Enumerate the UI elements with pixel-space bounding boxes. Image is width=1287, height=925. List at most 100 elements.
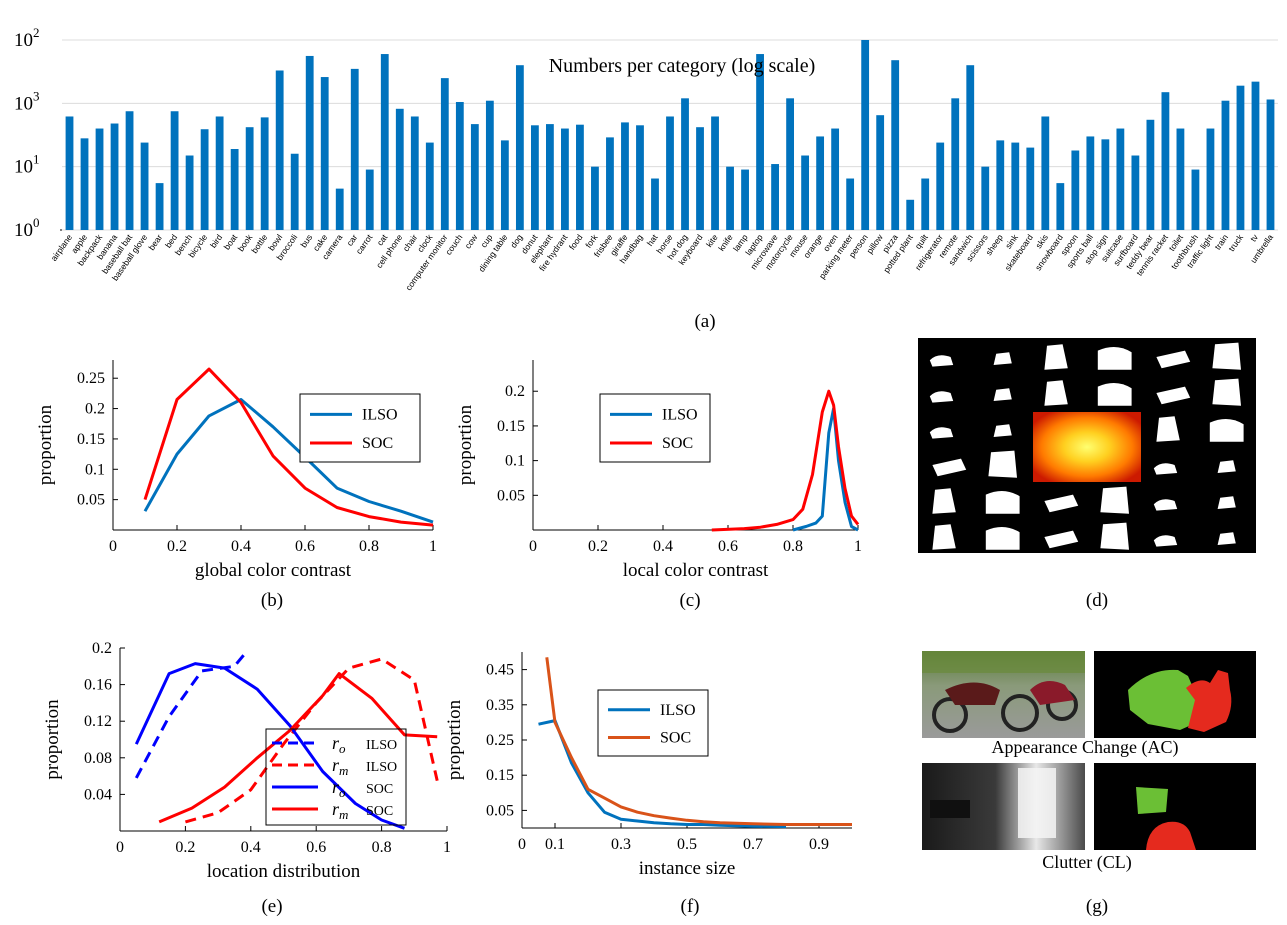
bar: [1131, 155, 1140, 230]
y-axis-label: proportion: [42, 699, 63, 780]
bar: [1026, 147, 1035, 230]
mask-cell: [1217, 496, 1236, 509]
bar-chart-y-tick-label: 103: [14, 88, 40, 114]
bar: [771, 164, 779, 230]
y-axis-label: proportion: [455, 404, 476, 485]
bar: [966, 65, 975, 230]
legend-symbol: ro: [332, 733, 346, 756]
line-chart-panel-f: 0 0.1 0.3 0.5 0.7 0.9 0.05 0.15 0.25 0.35 0.45 inst…: [444, 652, 852, 879]
photo-dark-furniture: [930, 800, 970, 818]
caption-g: (g): [1086, 896, 1108, 917]
mask-shape: [988, 450, 1017, 478]
x-tick-label: 0: [116, 839, 124, 856]
x-tick-label: 1: [854, 538, 862, 555]
x-tick-label: 0.8: [372, 839, 392, 856]
mask-cell: [1212, 342, 1241, 370]
bar-chart-category-label: food: [567, 232, 585, 252]
bar: [816, 136, 825, 230]
y-tick-label: 0.35: [486, 697, 514, 714]
label-appearance-change: Appearance Change (AC): [992, 737, 1179, 758]
series-line: [792, 407, 859, 532]
photo-motorcycles-foliage: [922, 651, 1085, 673]
bar-chart-y-tick-label: 102: [14, 25, 40, 51]
bar: [65, 116, 74, 230]
bar-chart-title: Numbers per category (log scale): [549, 55, 816, 77]
mask-shape: [1209, 418, 1244, 442]
legend-label: ILSO: [662, 406, 698, 423]
mask-shape: [1044, 530, 1079, 549]
bar-chart-y-tick-label: 100: [14, 215, 40, 241]
caption-f: (f): [681, 896, 700, 917]
x-tick-label: 0.6: [718, 538, 738, 555]
photo-wheel-1: [932, 697, 968, 733]
bar: [651, 178, 659, 230]
bar: [831, 128, 840, 230]
line-chart-panel-b: 0 0.2 0.4 0.6 0.8 1 0.05 0.1 0.15 0.2 0.25 global c…: [35, 360, 437, 581]
bar-chart-category-label: couch: [443, 232, 464, 257]
caption-e: (e): [261, 896, 282, 917]
y-tick-label: 0.12: [84, 713, 112, 730]
bar: [1251, 81, 1260, 230]
legend-label: ILSO: [660, 702, 696, 719]
bar: [891, 60, 900, 231]
mask-shape: [932, 488, 956, 514]
mask-cell: [1217, 460, 1236, 473]
bar: [1116, 128, 1125, 230]
mask-shape: [993, 388, 1012, 401]
mask-cell: [1153, 499, 1178, 511]
legend-symbol: ro: [332, 777, 346, 800]
y-tick-label: 0.05: [77, 492, 105, 509]
bar: [515, 65, 524, 230]
mask-shape: [1097, 346, 1132, 370]
x-tick-label: 1: [429, 538, 437, 555]
bar: [1146, 119, 1155, 230]
y-tick-label: 0.2: [505, 383, 525, 400]
bar: [1191, 169, 1200, 230]
bar: [245, 127, 254, 230]
y-axis-label: proportion: [35, 404, 56, 485]
bar: [996, 140, 1005, 230]
bar: [380, 54, 389, 231]
bar: [726, 166, 734, 230]
bar: [561, 128, 569, 230]
bar: [591, 166, 599, 230]
mask-cell: [985, 490, 1020, 514]
legend-box: [599, 393, 711, 463]
mask-cell: [988, 450, 1017, 478]
mask-shape: [1212, 342, 1241, 370]
mask-cell: [1212, 378, 1241, 406]
x-tick-label: 0.8: [783, 538, 803, 555]
bar: [756, 54, 764, 231]
bar-chart-panel-a: 100 101 103 102 airplaneapplebackpackbanana…: [14, 25, 1278, 332]
bar: [666, 116, 674, 230]
mask-shape: [993, 424, 1012, 437]
bar-chart-category-label: tv: [1248, 232, 1260, 244]
y-tick-label: 0.25: [77, 370, 105, 387]
mask-shape: [1156, 350, 1191, 369]
y-tick-label: 0.04: [84, 786, 112, 803]
mask-cell: [985, 526, 1020, 550]
mask-grid-cells: [929, 342, 1244, 550]
bar: [500, 140, 509, 230]
x-tick-label: 0: [109, 538, 117, 555]
mask-cell: [932, 524, 956, 550]
mask-cell: [1044, 494, 1079, 513]
x-tick-label: 0.4: [653, 538, 673, 555]
mask-cell: [1100, 522, 1129, 550]
mask-cell: [929, 427, 954, 439]
bar: [861, 40, 870, 230]
mask-cell: [1153, 535, 1178, 547]
mask-shape: [985, 526, 1020, 550]
legend-label: SOC: [366, 782, 393, 797]
y-tick-label: 0.08: [84, 750, 112, 767]
y-tick-label: 0.16: [84, 677, 112, 694]
bar: [1206, 128, 1215, 230]
y-tick-label: 0.05: [486, 802, 514, 819]
x-tick-label: 0.6: [295, 538, 315, 555]
bar: [260, 117, 269, 230]
bar: [335, 188, 344, 230]
y-tick-label: 0.2: [92, 640, 112, 657]
mask-cell: [1209, 418, 1244, 442]
